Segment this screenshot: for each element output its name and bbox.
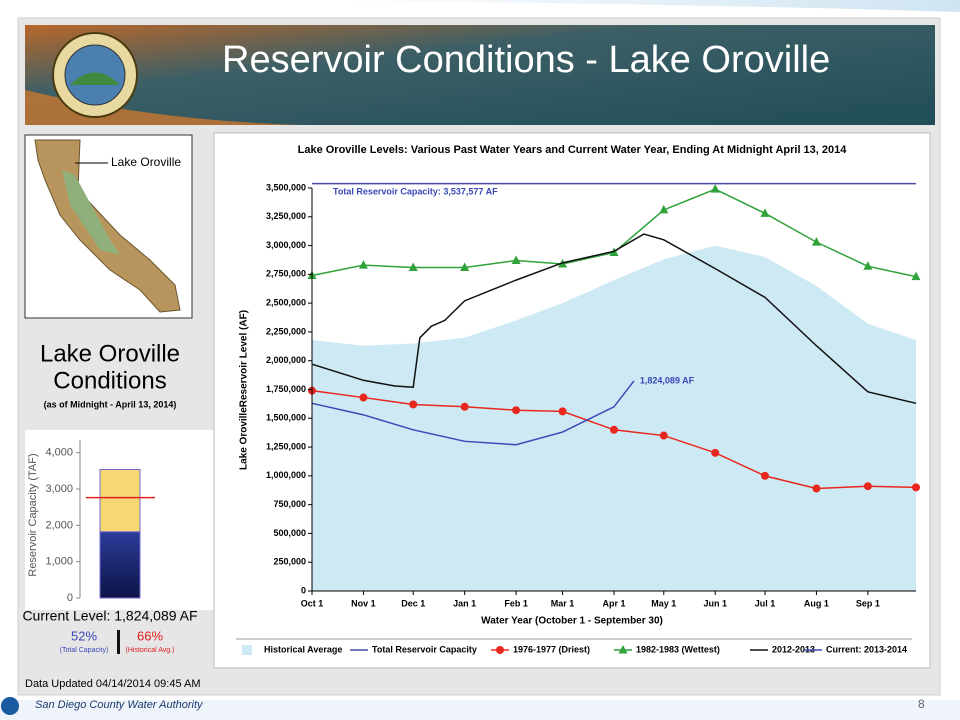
x-tick-label: Oct 1	[301, 598, 324, 608]
x-tick-label: Feb 1	[504, 598, 528, 608]
swoosh	[300, 0, 960, 12]
x-tick-label: May 1	[651, 598, 676, 608]
marker	[912, 483, 920, 492]
series-line	[311, 233, 917, 405]
y-tick-label: 2,500,000	[266, 298, 306, 308]
legend-label: Total Reservoir Capacity	[372, 644, 477, 654]
marker	[812, 484, 821, 493]
x-tick-label: Jan 1	[453, 598, 476, 608]
capacity-label: Total Reservoir Capacity: 3,537,577 AF	[333, 186, 498, 196]
value-label: 1,824,089 AF	[640, 375, 695, 385]
header-title: Reservoir Conditions - Lake Oroville	[222, 39, 830, 81]
marker	[863, 482, 872, 491]
marker	[863, 261, 873, 270]
marker	[359, 393, 368, 402]
conditions-title: Conditions	[53, 367, 166, 394]
y-tick-label: 750,000	[273, 499, 306, 509]
separator	[117, 630, 120, 654]
y-tick-label: 1,000,000	[266, 470, 306, 480]
area	[312, 245, 916, 592]
y-tick-label: 2,000	[45, 519, 73, 531]
marker	[610, 425, 618, 434]
legend-label: Historical Average	[264, 644, 342, 654]
marker	[911, 271, 921, 281]
marker	[659, 431, 668, 440]
y-axis-label: Reservoir Capacity (TAF)	[27, 453, 39, 576]
marker	[511, 255, 521, 265]
marker	[460, 262, 470, 271]
marker	[811, 237, 821, 246]
marker	[760, 208, 770, 217]
y-tick-label: 2,750,000	[266, 269, 306, 279]
y-tick-label: 1,500,000	[266, 413, 306, 423]
current-level: Current Level: 1,824,089 AF	[22, 608, 197, 624]
footer-band	[0, 700, 960, 720]
legend-label: 1976-1977 (Driest)	[513, 644, 590, 654]
map-label: Lake Oroville	[111, 155, 181, 169]
y-tick-label: 3,000,000	[266, 240, 306, 250]
marker	[618, 645, 628, 654]
x-tick-label: Mar 1	[551, 598, 575, 608]
pct-capacity: 52%	[71, 628, 97, 643]
footer-org: San Diego County Water Authority	[35, 699, 204, 711]
marker	[558, 407, 567, 416]
x-tick-label: Apr 1	[602, 598, 625, 608]
y-tick-label: 1,750,000	[266, 384, 306, 394]
chart-title: Lake Oroville Levels: Various Past Water…	[298, 144, 848, 156]
current-bar	[99, 531, 141, 599]
y-tick-label: 2,000,000	[266, 355, 306, 365]
legend-label: Current: 2013-2014	[826, 644, 907, 654]
pct-capacity-label: (Total Capacity)	[60, 647, 109, 654]
marker	[496, 646, 504, 654]
y-tick-label: 0	[67, 592, 73, 604]
x-axis-label: Water Year (October 1 - September 30)	[481, 616, 663, 627]
marker	[761, 471, 769, 480]
updated: Data Updated 04/14/2014 09:45 AM	[25, 678, 201, 690]
marker	[659, 204, 669, 214]
series-line	[311, 380, 635, 446]
x-tick-label: Aug 1	[804, 598, 829, 608]
conditions-subtitle: (as of Midnight - April 13, 2014)	[44, 399, 177, 409]
x-tick-label: Sep 1	[856, 598, 880, 608]
legend-label: 1982-1983 (Wettest)	[636, 644, 720, 654]
y-tick-label: 500,000	[273, 528, 306, 538]
marker	[408, 262, 418, 271]
y-tick-label: 1,000	[45, 556, 73, 568]
x-tick-label: Nov 1	[351, 598, 376, 608]
marker	[460, 402, 469, 411]
marker	[409, 400, 418, 409]
y-axis-label: Lake OrovilleReservoir Level (AF)	[239, 310, 250, 470]
y-tick-label: 3,000	[45, 483, 73, 495]
y-tick-label: 0	[301, 585, 306, 595]
legend-swatch	[242, 645, 252, 655]
x-tick-label: Jun 1	[703, 598, 727, 608]
footer-logo	[1, 697, 19, 715]
pct-historical: 66%	[137, 628, 163, 643]
y-tick-label: 3,500,000	[266, 182, 306, 192]
x-tick-label: Jul 1	[755, 598, 776, 608]
x-tick-label: Dec 1	[401, 598, 425, 608]
y-tick-label: 1,250,000	[266, 441, 306, 451]
pct-historical-label: (Historical Avg.)	[126, 647, 175, 654]
page-number: 8	[918, 697, 925, 711]
valley	[62, 170, 120, 255]
y-tick-label: 250,000	[273, 557, 306, 567]
y-tick-label: 3,250,000	[266, 211, 306, 221]
marker	[711, 448, 720, 457]
conditions-title: Lake Oroville	[40, 340, 180, 367]
header-banner	[25, 25, 935, 125]
marker	[512, 406, 521, 415]
marker	[358, 260, 368, 269]
seal-hill	[70, 72, 120, 85]
marker	[710, 184, 720, 193]
y-tick-label: 4,000	[45, 447, 73, 459]
y-tick-label: 2,250,000	[266, 326, 306, 336]
legend-label: 2012-2013	[772, 644, 815, 654]
